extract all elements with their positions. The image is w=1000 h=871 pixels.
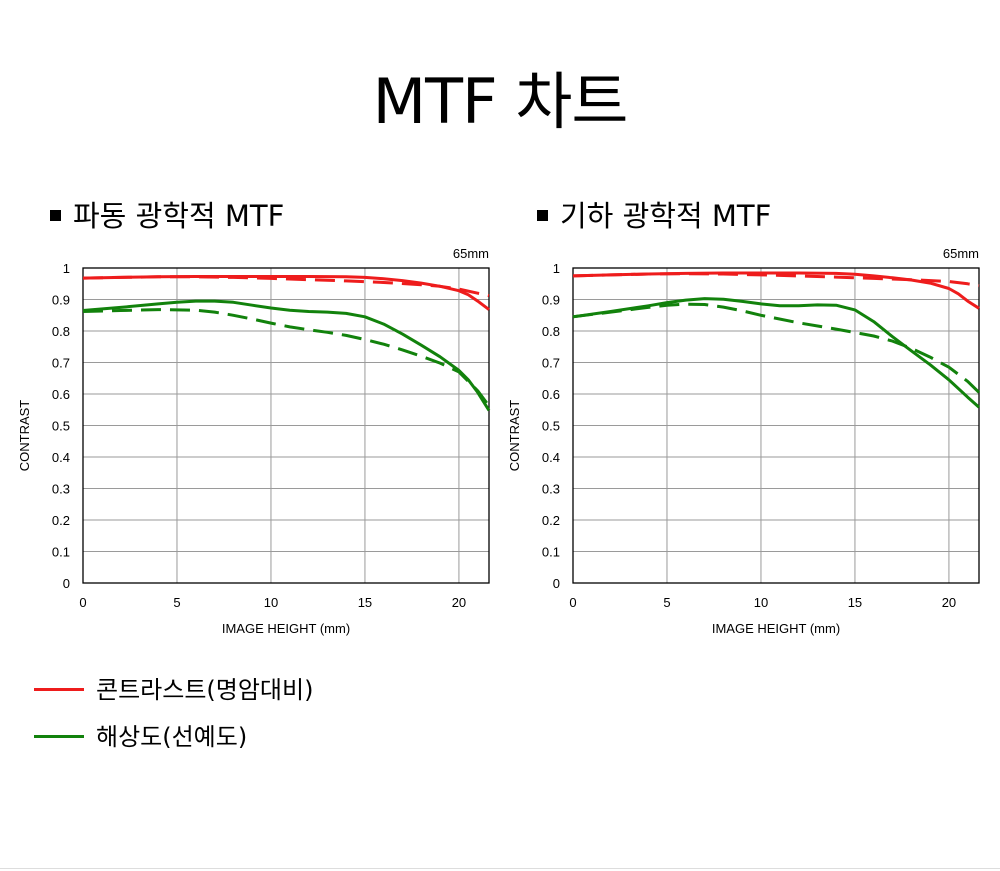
- y-tick-label: 0: [553, 576, 560, 591]
- y-tick-label: 0.4: [52, 450, 70, 465]
- x-tick-label: 10: [264, 595, 278, 610]
- y-tick-label: 0.1: [52, 545, 70, 560]
- x-tick-label: 15: [848, 595, 862, 610]
- chart-title-wave-optical: 파동 광학적 MTF: [50, 196, 284, 236]
- mtf-chart-wave-optical: 00.10.20.30.40.50.60.70.80.910 5 10 15 2065m…: [17, 246, 491, 636]
- y-tick-label: 0.5: [52, 419, 70, 434]
- chart-title-text: 기하 광학적 MTF: [560, 199, 772, 233]
- page-title: MTF 차트: [372, 65, 629, 138]
- y-tick-label: 0.3: [542, 482, 560, 497]
- focal-length-label: 65mm: [943, 246, 979, 261]
- legend-swatch-resolution: [34, 735, 84, 738]
- mtf-chart-geometric-optical: 00.10.20.30.40.50.60.70.80.910 5 10 15 2065m…: [507, 246, 981, 636]
- legend-label-resolution: 해상도(선예도): [96, 723, 248, 751]
- y-tick-label: 0.2: [52, 513, 70, 528]
- plot-frame: [82, 267, 490, 584]
- series-line-contrast-solid: [572, 271, 980, 310]
- plot-frame: [572, 267, 980, 584]
- bottom-divider: [0, 868, 1000, 869]
- y-tick-label: 0.6: [542, 387, 560, 402]
- series-line-resolution-dashed: [572, 302, 981, 394]
- y-tick-label: 0.6: [52, 387, 70, 402]
- bullet-square-icon: [537, 209, 548, 221]
- x-tick-label: 15: [358, 595, 372, 610]
- bullet-square-icon: [50, 209, 61, 221]
- y-tick-label: 0.1: [542, 545, 560, 560]
- y-tick-label: 1: [63, 261, 70, 276]
- y-tick-label: 0.9: [542, 293, 560, 308]
- y-axis-label: CONTRAST: [17, 400, 32, 472]
- y-axis-label: CONTRAST: [507, 400, 522, 472]
- x-axis-label: IMAGE HEIGHT (mm): [222, 621, 350, 636]
- x-tick-label: 10: [754, 595, 768, 610]
- series-line-contrast-dashed: [572, 272, 980, 288]
- series-line-resolution-solid: [82, 299, 491, 412]
- y-tick-label: 0.9: [52, 293, 70, 308]
- series-line-resolution-dashed: [82, 308, 491, 407]
- y-tick-label: 0.2: [542, 513, 560, 528]
- legend-swatch-contrast: [34, 688, 84, 691]
- chart-title-text: 파동 광학적 MTF: [73, 199, 285, 233]
- series-line-contrast-dashed: [82, 275, 490, 298]
- y-tick-label: 0.8: [542, 324, 560, 339]
- legend-label-contrast: 콘트라스트(명암대비): [96, 676, 314, 704]
- y-tick-label: 0.7: [542, 356, 560, 371]
- x-tick-label: 20: [942, 595, 956, 610]
- x-tick-label: 0: [79, 595, 86, 610]
- y-tick-label: 0.8: [52, 324, 70, 339]
- y-tick-label: 1: [553, 261, 560, 276]
- y-tick-label: 0.4: [542, 450, 560, 465]
- x-axis-label: IMAGE HEIGHT (mm): [712, 621, 840, 636]
- x-tick-label: 0: [569, 595, 576, 610]
- focal-length-label: 65mm: [453, 246, 489, 261]
- y-tick-label: 0: [63, 576, 70, 591]
- x-tick-label: 20: [452, 595, 466, 610]
- x-tick-label: 5: [663, 595, 670, 610]
- y-tick-label: 0.7: [52, 356, 70, 371]
- x-tick-label: 5: [173, 595, 180, 610]
- y-tick-label: 0.3: [52, 482, 70, 497]
- y-tick-label: 0.5: [542, 419, 560, 434]
- chart-title-geometric-optical: 기하 광학적 MTF: [537, 196, 771, 236]
- series-line-resolution-solid: [572, 297, 980, 409]
